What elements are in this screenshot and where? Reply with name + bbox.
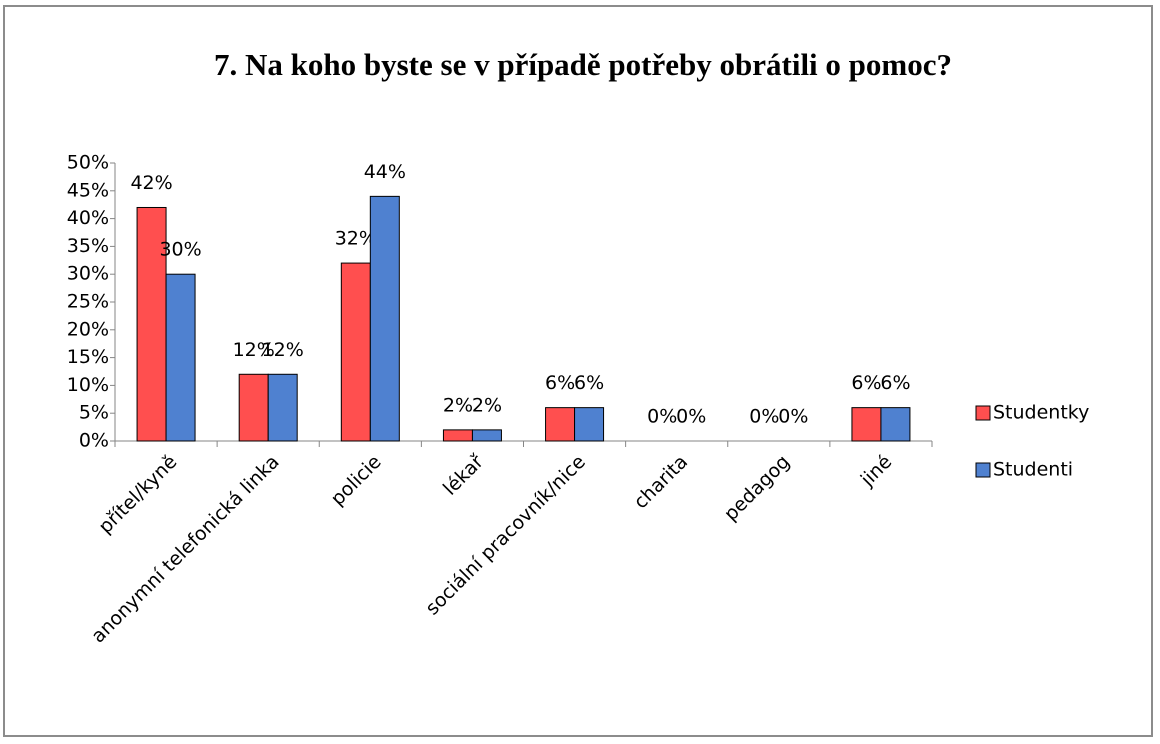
x-tick-label: pedagog bbox=[720, 451, 794, 525]
data-label: 2% bbox=[472, 394, 502, 416]
data-label: 12% bbox=[233, 339, 275, 361]
x-tick-label: lékař bbox=[439, 451, 488, 500]
legend-swatch bbox=[975, 462, 991, 478]
data-label: 0% bbox=[676, 406, 706, 428]
data-label: 0% bbox=[778, 406, 808, 428]
bar bbox=[165, 273, 196, 442]
y-tick-label: 25% bbox=[67, 291, 109, 313]
data-label: 44% bbox=[364, 161, 406, 183]
data-label: 6% bbox=[880, 372, 910, 394]
y-tick-label: 45% bbox=[67, 179, 109, 201]
y-tick-label: 50% bbox=[67, 152, 109, 174]
data-label: 30% bbox=[159, 239, 201, 261]
bar bbox=[545, 407, 576, 442]
data-label: 42% bbox=[130, 172, 172, 194]
y-tick-label: 10% bbox=[67, 374, 109, 396]
x-tick-label: charita bbox=[630, 451, 692, 513]
bar bbox=[442, 429, 473, 442]
bar bbox=[238, 373, 269, 442]
bar bbox=[471, 429, 502, 442]
legend-swatch bbox=[975, 405, 991, 421]
x-tick-label: přítel/kyně bbox=[94, 451, 181, 538]
x-tick-label: policie bbox=[327, 451, 386, 510]
legend-label: Studentky bbox=[993, 402, 1089, 424]
y-tick-label: 35% bbox=[67, 235, 109, 257]
bar bbox=[136, 206, 167, 442]
data-label: 2% bbox=[443, 394, 473, 416]
data-label: 6% bbox=[574, 372, 604, 394]
y-tick-label: 40% bbox=[67, 207, 109, 229]
chart-frame bbox=[3, 5, 1153, 737]
bar bbox=[880, 407, 911, 442]
bar bbox=[340, 262, 371, 442]
bar bbox=[574, 407, 605, 442]
x-tick-label: anonymní telefonická linka bbox=[87, 451, 284, 648]
chart-title: 7. Na koho byste se v případě potřeby ob… bbox=[214, 47, 952, 82]
y-tick-label: 30% bbox=[67, 263, 109, 285]
data-label: 12% bbox=[262, 339, 304, 361]
bar bbox=[369, 195, 400, 442]
bar bbox=[267, 373, 298, 442]
y-tick-label: 0% bbox=[79, 430, 109, 452]
y-tick-label: 15% bbox=[67, 346, 109, 368]
data-label: 6% bbox=[545, 372, 575, 394]
data-label: 32% bbox=[335, 228, 377, 250]
data-label: 0% bbox=[749, 406, 779, 428]
y-tick-label: 20% bbox=[67, 318, 109, 340]
x-tick-label: jiné bbox=[856, 451, 897, 492]
data-label: 6% bbox=[851, 372, 881, 394]
bar bbox=[851, 407, 882, 442]
legend-label: Studenti bbox=[993, 459, 1073, 481]
data-label: 0% bbox=[647, 406, 677, 428]
y-tick-label: 5% bbox=[79, 402, 109, 424]
